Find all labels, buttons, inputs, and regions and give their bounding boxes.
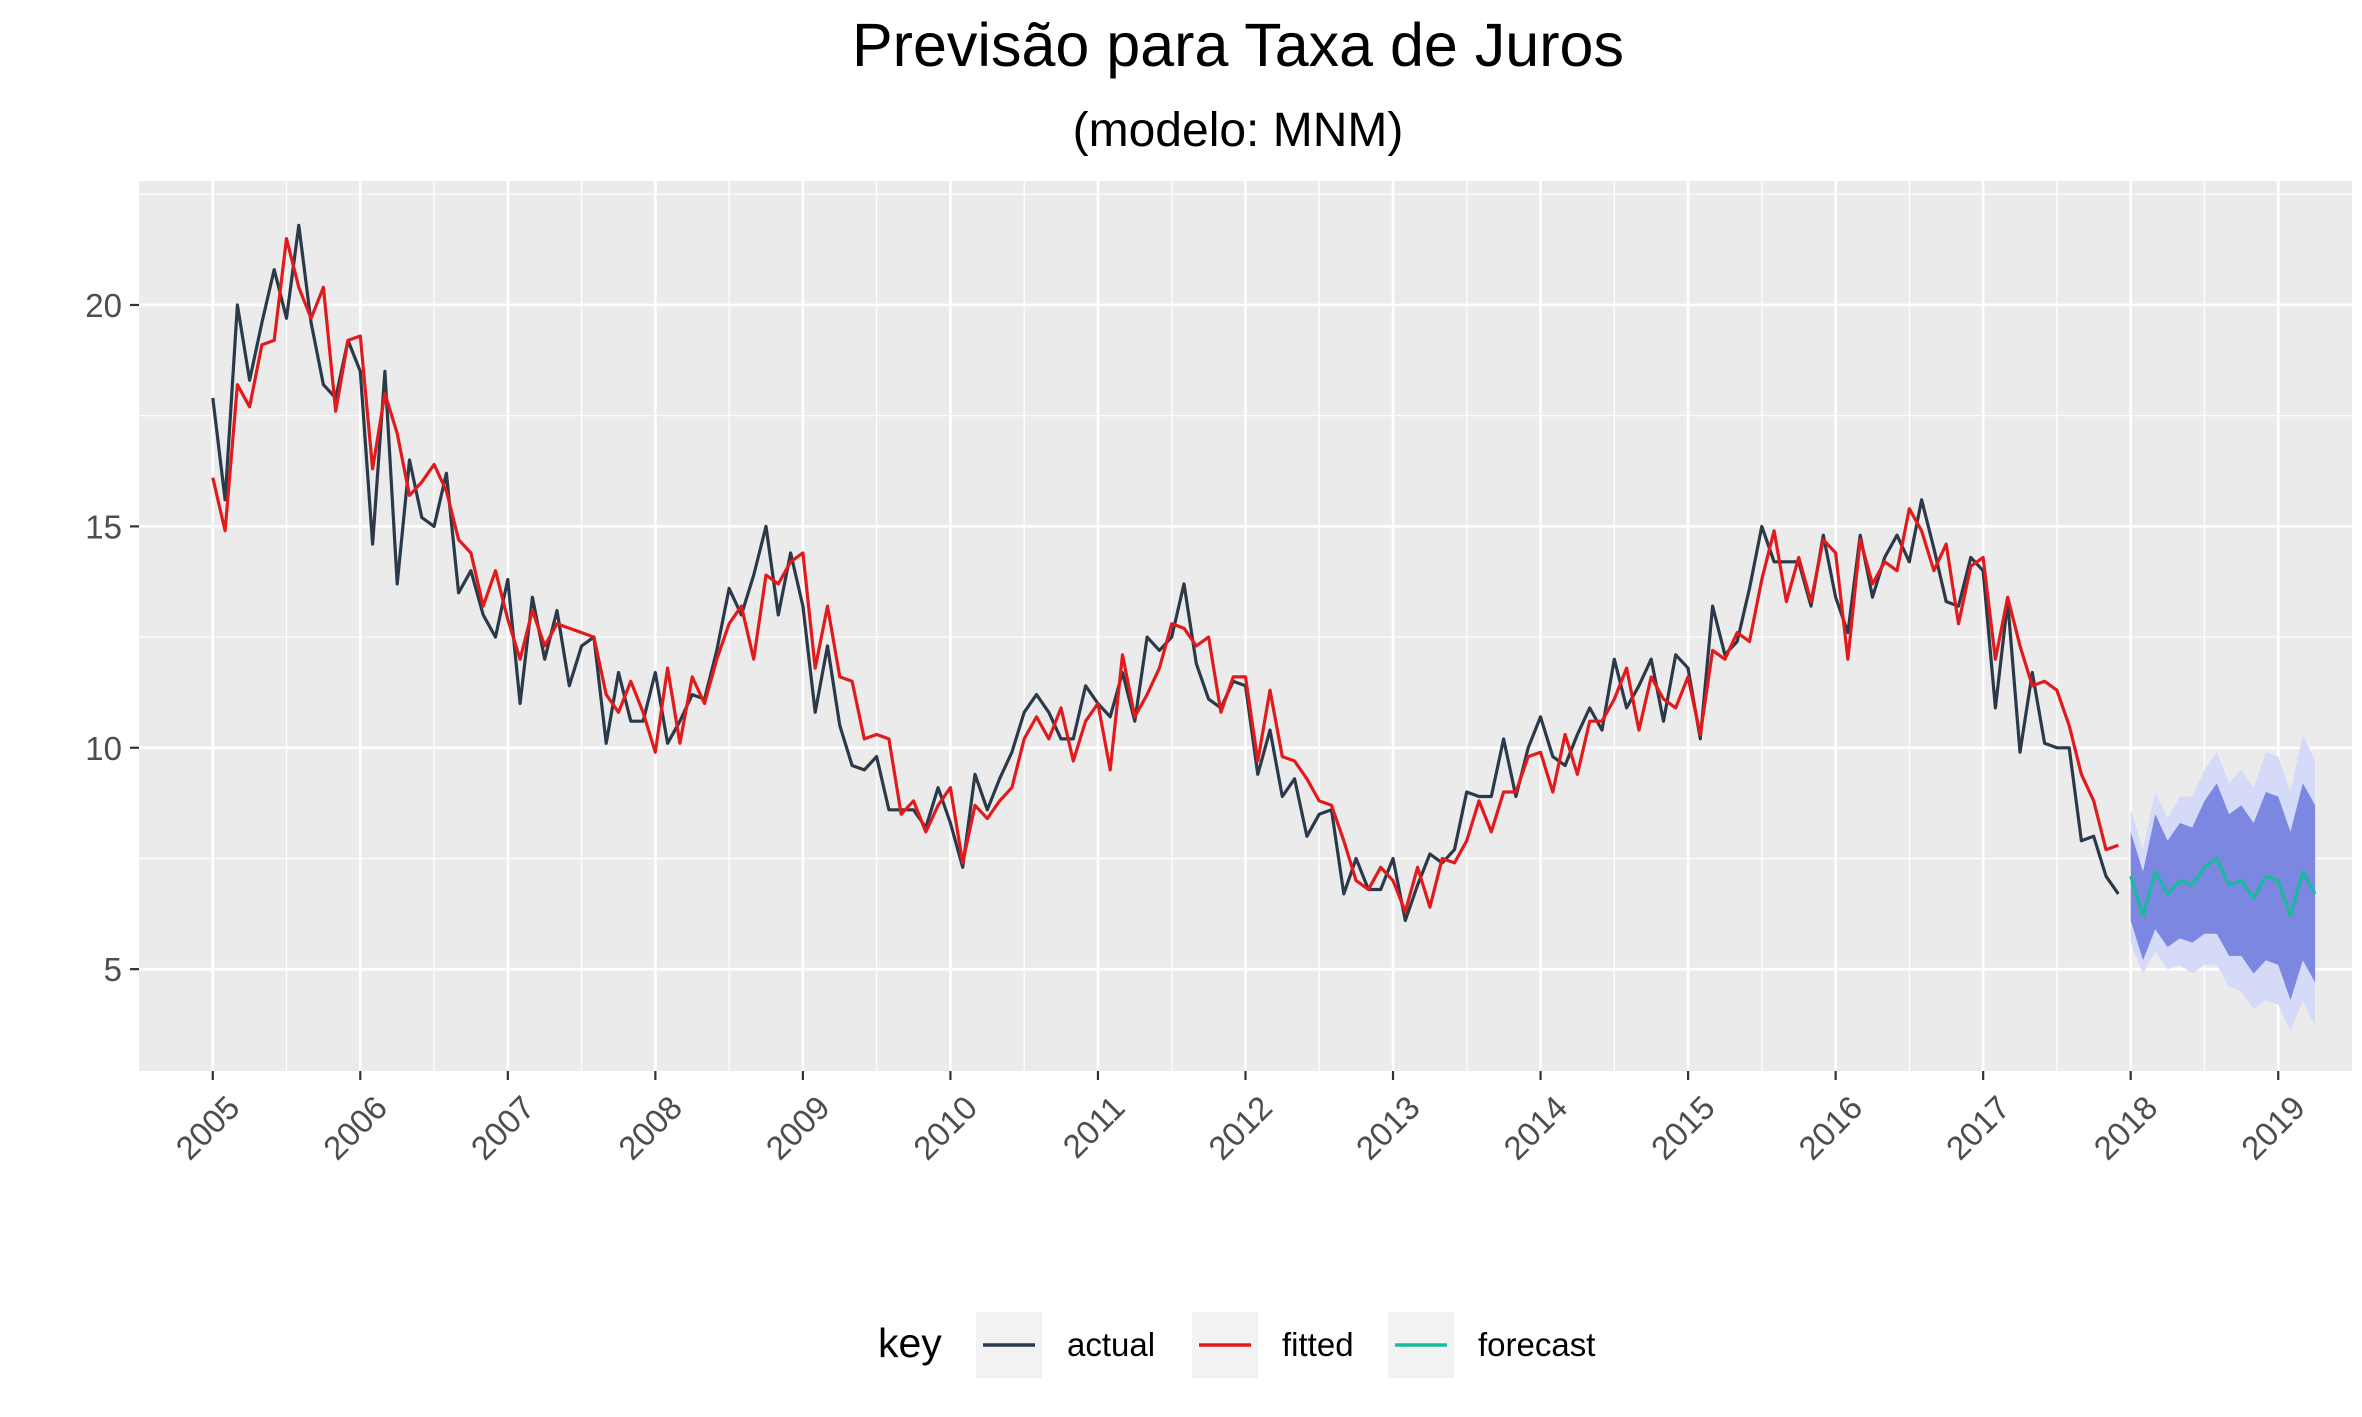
legend-item-fitted: fitted	[1192, 1312, 1354, 1378]
y-tick-label: 15	[85, 508, 122, 545]
legend-label-fitted: fitted	[1282, 1326, 1354, 1363]
series-line-forecast	[2129, 856, 2317, 918]
x-tick-label: 2019	[2234, 1089, 2312, 1167]
y-tick-label: 10	[85, 730, 122, 767]
x-tick-label: 2007	[464, 1089, 542, 1167]
legend: key actual fitted forecast	[878, 1312, 1595, 1378]
forecast-band-80	[2130, 783, 2316, 1001]
x-tick-label: 2015	[1644, 1089, 1722, 1167]
x-tick-label: 2013	[1349, 1089, 1427, 1167]
legend-title: key	[878, 1320, 942, 1366]
x-tick-label: 2017	[1939, 1089, 2017, 1167]
x-tick-label: 2005	[168, 1089, 246, 1167]
y-tick-label: 5	[104, 951, 122, 988]
chart-subtitle: (modelo: MNM)	[1073, 104, 1404, 157]
legend-item-actual: actual	[976, 1312, 1155, 1378]
legend-label-actual: actual	[1067, 1326, 1155, 1363]
x-tick-label: 2010	[906, 1089, 984, 1167]
axes: 5 10 15 20 2005 2006 2007 2008 2009 2010 2011 2012 2…	[85, 287, 2312, 1167]
x-tick-label: 2016	[1791, 1089, 1869, 1167]
y-tick-label: 20	[85, 287, 122, 324]
x-tick-label: 2008	[611, 1089, 689, 1167]
x-tick-label: 2014	[1496, 1089, 1574, 1167]
series-lines	[211, 223, 2317, 923]
chart-title: Previsão para Taxa de Juros	[852, 11, 1624, 79]
x-tick-label: 2012	[1201, 1089, 1279, 1167]
legend-label-forecast: forecast	[1478, 1326, 1595, 1363]
x-tick-label: 2006	[316, 1089, 394, 1167]
legend-item-forecast: forecast	[1388, 1312, 1595, 1378]
x-tick-label: 2018	[2086, 1089, 2164, 1167]
series-line-fitted	[211, 237, 2119, 914]
x-tick-label: 2009	[759, 1089, 837, 1167]
x-tick-label: 2011	[1055, 1089, 1131, 1165]
forecast-bands	[2130, 734, 2316, 1032]
